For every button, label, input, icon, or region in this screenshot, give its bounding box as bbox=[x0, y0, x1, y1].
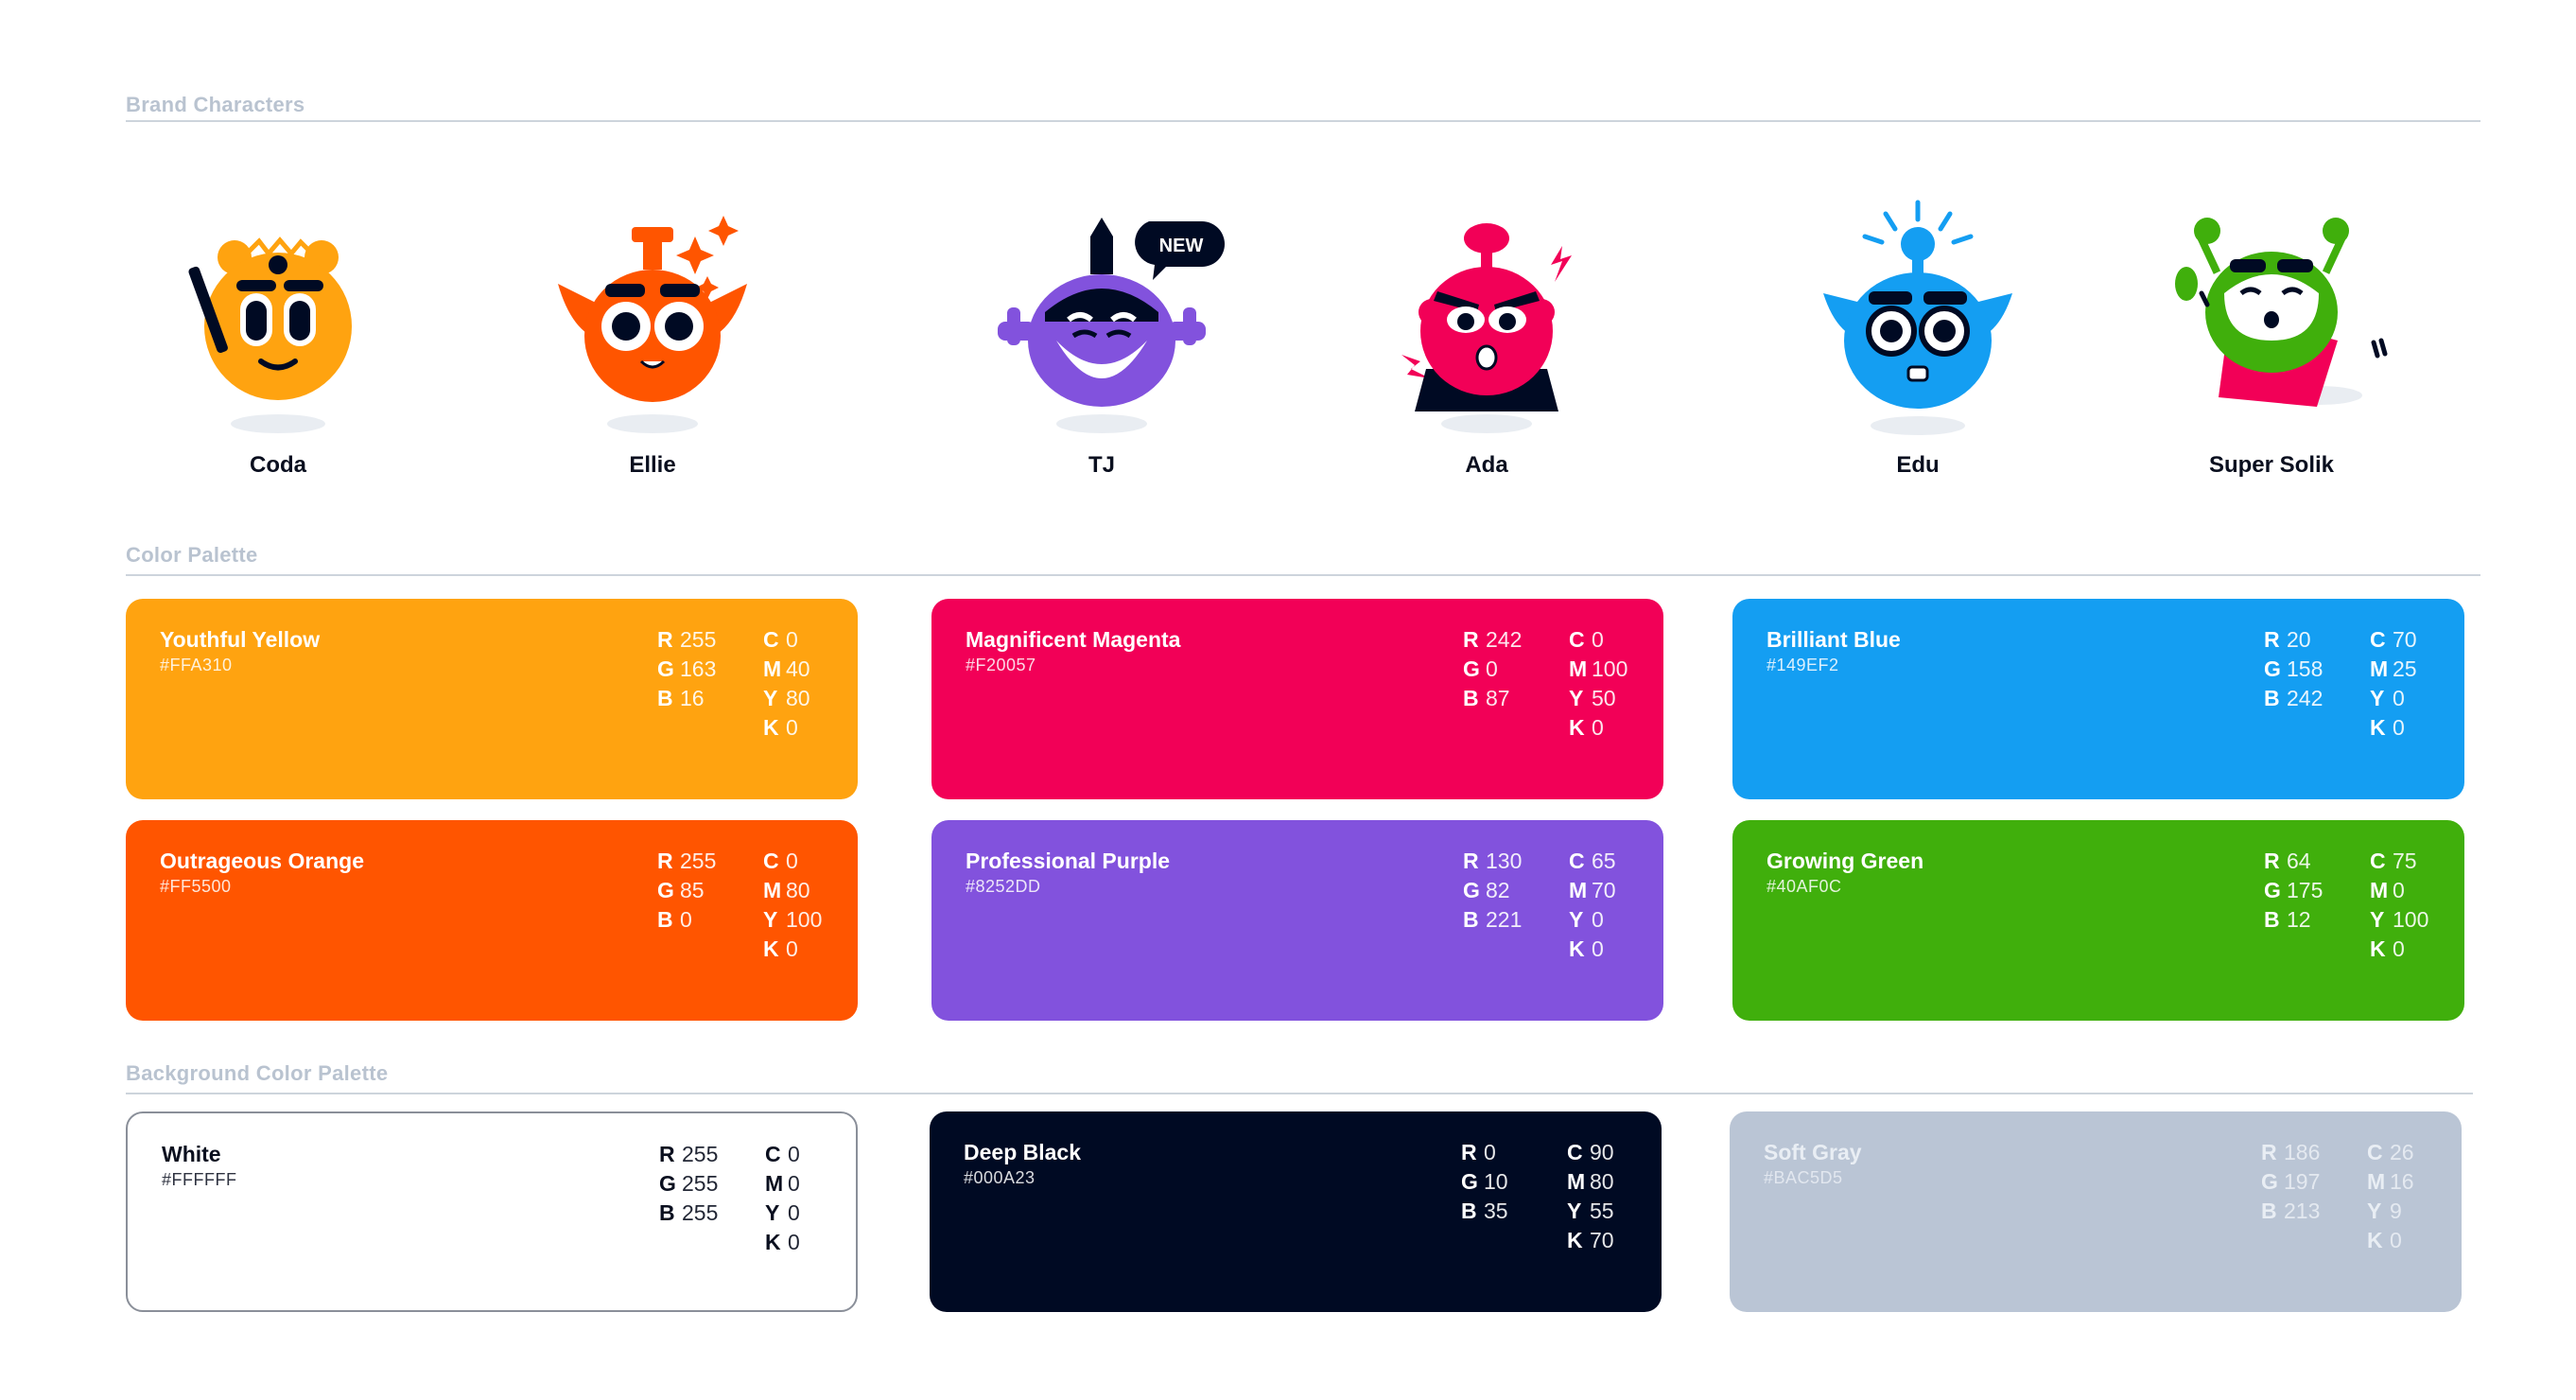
rgb-values: R 255 G 255 B 255 bbox=[659, 1142, 719, 1225]
character-coda: Coda bbox=[155, 199, 401, 479]
character-name: Coda bbox=[250, 452, 306, 478]
divider bbox=[126, 1093, 2473, 1094]
section-title-brand-characters: Brand Characters bbox=[126, 93, 305, 116]
color-hex: #000A23 bbox=[964, 1168, 1036, 1187]
character-ellie: Ellie bbox=[530, 199, 775, 479]
color-hex: #149EF2 bbox=[1767, 656, 1839, 674]
character-tj: NEW TJ bbox=[979, 199, 1225, 479]
ellie-illustration bbox=[558, 216, 747, 433]
color-name: Brilliant Blue bbox=[1767, 627, 1901, 652]
color-hex: #FFA310 bbox=[160, 656, 233, 674]
rgb-values: R 186 G 197 B 213 bbox=[2261, 1140, 2321, 1223]
color-name: Youthful Yellow bbox=[160, 627, 321, 652]
color-name: Deep Black bbox=[964, 1140, 1082, 1164]
color-name: Growing Green bbox=[1767, 849, 1924, 873]
color-card-growing-green: Growing Green #40AF0C R 64 G 175 B 12 C 75 M… bbox=[1732, 820, 2464, 1021]
super-solik-illustration bbox=[2175, 218, 2388, 407]
color-name: Professional Purple bbox=[966, 849, 1171, 873]
coda-illustration bbox=[188, 236, 352, 433]
divider bbox=[126, 120, 2480, 122]
rgb-values: R 20 G 158 B 242 bbox=[2264, 627, 2324, 710]
section-title-background-palette: Background Color Palette bbox=[126, 1061, 389, 1085]
color-hex: #8252DD bbox=[966, 877, 1041, 896]
speech-bubble-icon bbox=[1135, 221, 1225, 280]
character-super-solik: Super Solik bbox=[2149, 199, 2394, 479]
divider bbox=[126, 574, 2480, 576]
color-card-soft-gray: Soft Gray #BAC5D5 R 186 G 197 B 213 C 26 M 16… bbox=[1730, 1111, 2462, 1312]
new-badge: NEW bbox=[1159, 236, 1204, 256]
color-hex: #FFFFFF bbox=[162, 1170, 237, 1189]
character-edu: Edu bbox=[1795, 199, 2041, 479]
character-name: Ada bbox=[1465, 452, 1508, 478]
color-card-professional-purple: Professional Purple #8252DD R 130 G 82 B 22… bbox=[931, 820, 1663, 1021]
color-hex: #BAC5D5 bbox=[1764, 1168, 1843, 1187]
ada-illustration bbox=[1401, 223, 1572, 433]
character-name: Super Solik bbox=[2208, 452, 2335, 478]
character-ada: Ada bbox=[1364, 199, 1610, 479]
color-name: Magnificent Magenta bbox=[966, 627, 1181, 652]
color-hex: #40AF0C bbox=[1767, 877, 1842, 896]
section-title-color-palette: Color Palette bbox=[126, 543, 258, 567]
character-name: Ellie bbox=[629, 452, 676, 478]
color-name: Outrageous Orange bbox=[160, 849, 364, 873]
cmyk-values: C 90 M 80 Y 55 K 70 bbox=[1567, 1140, 1614, 1252]
character-name: TJ bbox=[1088, 452, 1115, 478]
rgb-values: R 255 G 163 B 16 bbox=[657, 627, 717, 710]
rgb-values: R 64 G 175 B 12 bbox=[2264, 849, 2324, 932]
rgb-values: R 130 G 82 B 221 bbox=[1463, 849, 1523, 932]
color-hex: #F20057 bbox=[966, 656, 1036, 674]
character-name: Edu bbox=[1896, 452, 1940, 478]
color-hex: #FF5500 bbox=[160, 877, 232, 896]
edu-illustration bbox=[1823, 200, 2012, 435]
color-name: Soft Gray bbox=[1764, 1140, 1862, 1164]
color-name: White bbox=[162, 1142, 221, 1166]
color-card-brilliant-blue: Brilliant Blue #149EF2 R 20 G 158 B 242 C 70… bbox=[1732, 599, 2464, 799]
tj-illustration: NEW bbox=[998, 218, 1225, 433]
